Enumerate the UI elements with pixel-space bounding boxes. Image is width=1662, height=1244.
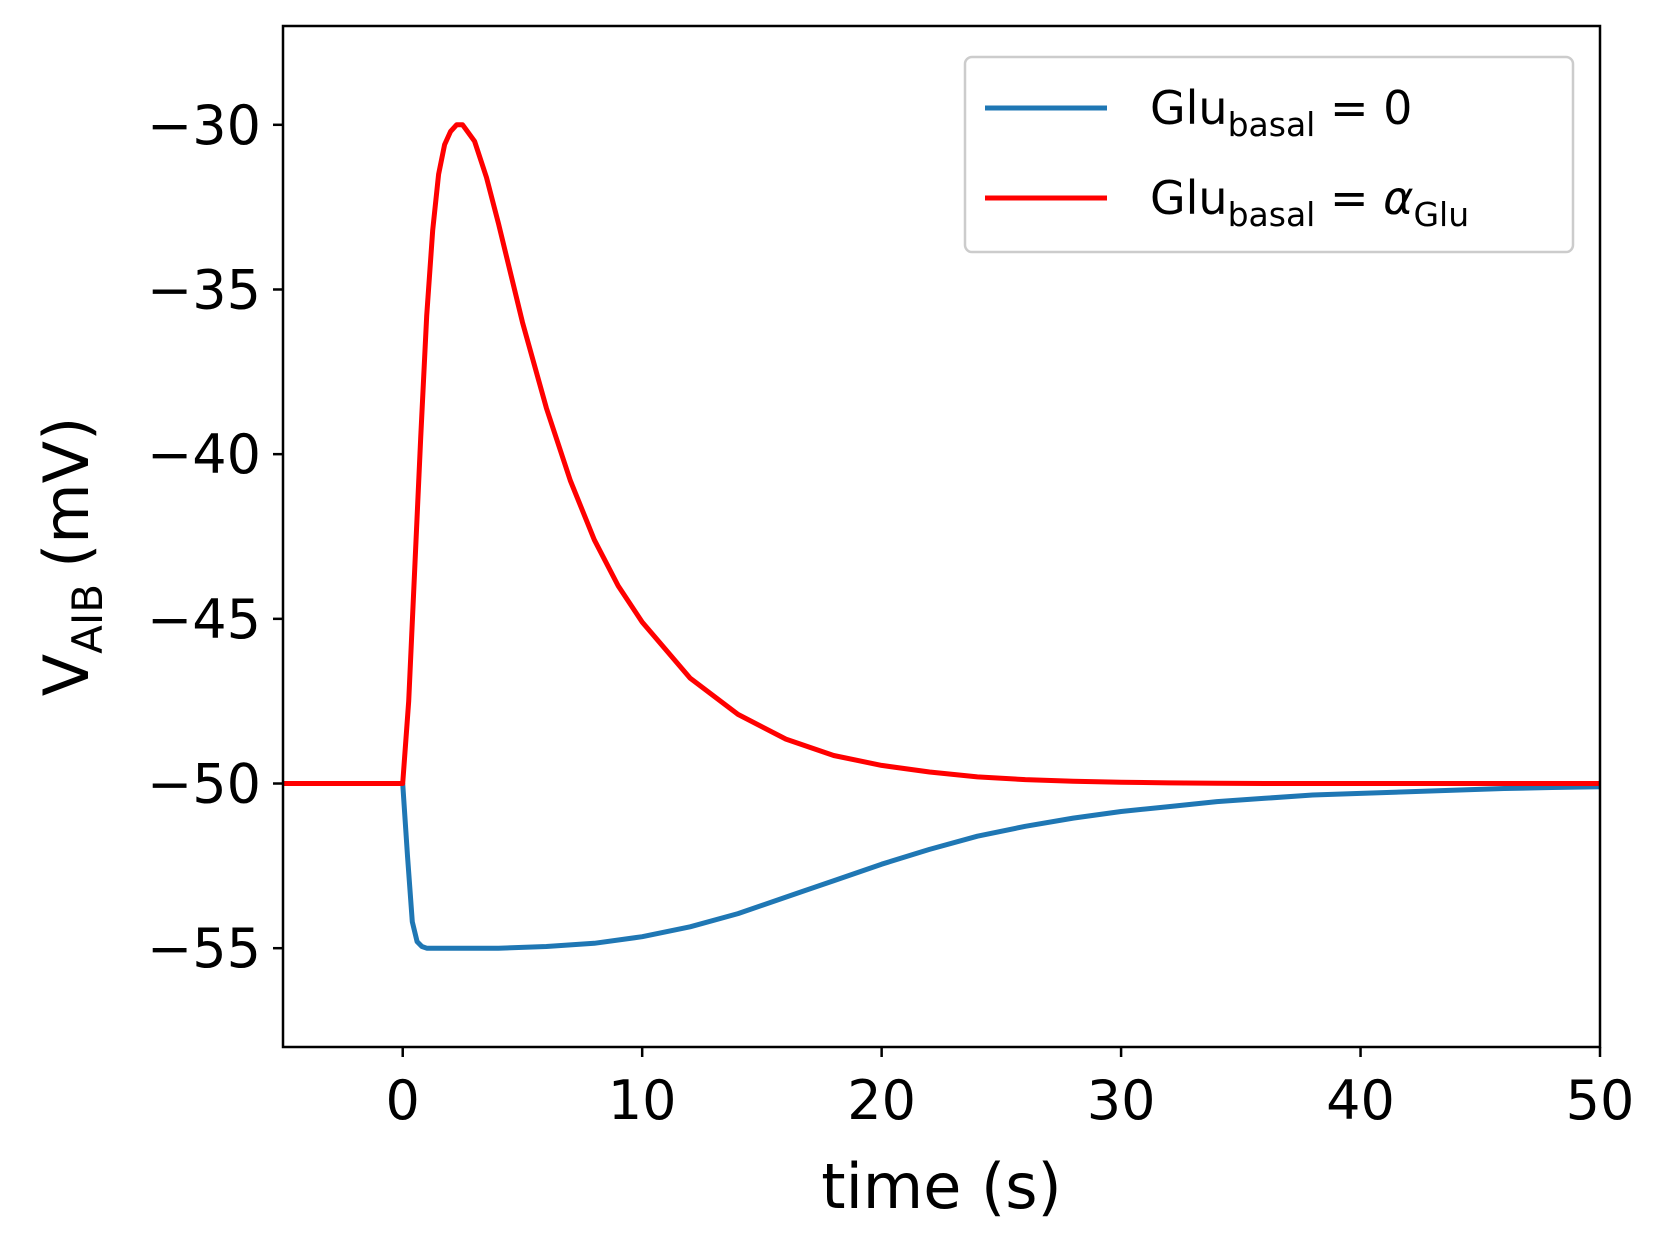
y-axis-label-main: V bbox=[30, 654, 103, 696]
series-line-0 bbox=[283, 781, 1600, 951]
plot-lines bbox=[283, 122, 1600, 951]
y-axis-label-sub: AIB bbox=[63, 584, 112, 654]
legend-label-main: Glu bbox=[1150, 81, 1228, 135]
plot-frame bbox=[281, 24, 1602, 1049]
x-tick-label: 10 bbox=[608, 1069, 677, 1132]
legend-label-sub: basal bbox=[1228, 105, 1316, 144]
y-tick-label: −30 bbox=[147, 94, 261, 157]
x-tick-label: 20 bbox=[847, 1069, 916, 1132]
y-tick-label: −45 bbox=[147, 588, 261, 651]
y-axis-ticks: −30 −35 −40 −45 −50 −55 bbox=[147, 94, 283, 980]
x-tick-label: 40 bbox=[1326, 1069, 1395, 1132]
legend-label-sub: basal bbox=[1228, 195, 1316, 234]
y-axis-label-unit: (mV) bbox=[30, 417, 103, 568]
legend-label-glu-zero: Glubasal = 0 bbox=[1150, 81, 1412, 144]
series-line-1 bbox=[283, 122, 1600, 786]
y-axis-label: VAIB (mV) bbox=[30, 417, 112, 697]
y-tick-label: −55 bbox=[147, 917, 261, 980]
legend-label-rest: = 0 bbox=[1315, 81, 1412, 135]
y-tick-label: −50 bbox=[147, 753, 261, 816]
x-tick-label: 30 bbox=[1087, 1069, 1156, 1132]
legend-label-rest: = bbox=[1315, 171, 1383, 225]
legend-label-glu-alpha: Glubasal = αGlu bbox=[1150, 171, 1469, 234]
y-tick-label: −35 bbox=[147, 258, 261, 321]
legend-label-greek-sub: Glu bbox=[1413, 195, 1469, 234]
x-axis-ticks: 0 10 20 30 40 50 bbox=[386, 1047, 1635, 1132]
x-tick-label: 0 bbox=[386, 1069, 420, 1132]
y-tick-label: −40 bbox=[147, 423, 261, 486]
x-axis-label: time (s) bbox=[821, 1150, 1061, 1223]
legend: Glubasal = 0 Glubasal = αGlu bbox=[963, 55, 1575, 254]
legend-frame bbox=[963, 55, 1575, 254]
legend-label-greek: α bbox=[1383, 171, 1413, 225]
x-tick-label: 50 bbox=[1566, 1069, 1635, 1132]
legend-label-main: Glu bbox=[1150, 171, 1228, 225]
